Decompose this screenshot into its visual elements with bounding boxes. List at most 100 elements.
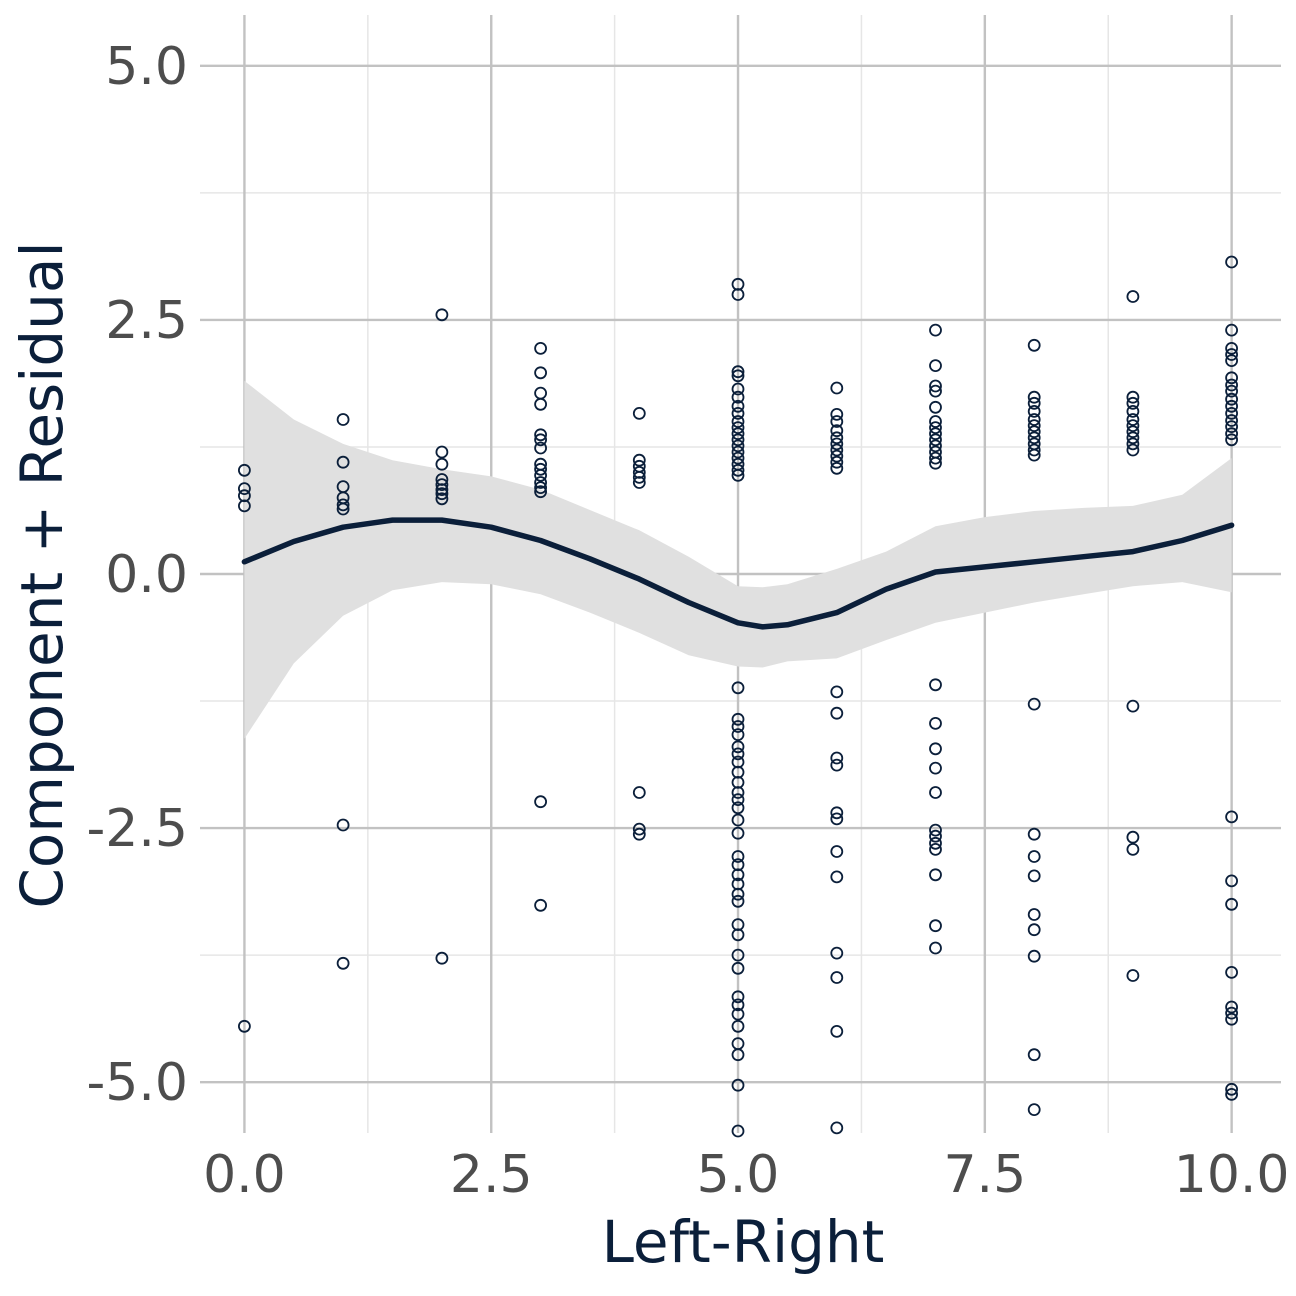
data-point [929, 761, 942, 775]
data-point [435, 483, 449, 497]
data-point [534, 898, 547, 912]
data-point [1027, 697, 1041, 711]
data-point [731, 990, 745, 1004]
data-point [830, 381, 844, 395]
data-point [731, 786, 745, 799]
data-point [731, 801, 745, 815]
data-point [731, 427, 745, 441]
data-point [1027, 850, 1041, 863]
data-point [237, 463, 251, 477]
data-point [731, 858, 745, 872]
data-point [731, 850, 745, 863]
data-point [1225, 384, 1238, 398]
data-points [237, 255, 1238, 1138]
data-point [830, 431, 844, 445]
y-tick-label: -5.0 [87, 1053, 188, 1113]
data-point [1225, 433, 1238, 447]
data-point [1027, 419, 1041, 433]
data-point [731, 740, 745, 754]
data-point [1126, 437, 1140, 451]
data-point [830, 706, 844, 720]
data-point [731, 728, 745, 741]
data-point [1027, 404, 1041, 418]
data-point [929, 919, 942, 933]
data-point [435, 487, 449, 501]
data-point [929, 941, 942, 955]
data-point [731, 390, 745, 404]
data-point [929, 742, 942, 756]
data-point [830, 455, 844, 469]
data-point [731, 961, 745, 975]
data-point [1126, 290, 1140, 303]
data-point [237, 482, 251, 496]
data-point [1027, 1048, 1041, 1062]
data-point [632, 406, 646, 420]
data-point [929, 456, 942, 470]
data-point [1126, 413, 1140, 426]
major-gridlines [200, 15, 1281, 1133]
y-axis-tick-labels: -5.0 -2.5 0.0 2.5 5.0 [87, 37, 188, 1113]
data-point [731, 747, 745, 761]
data-point [1027, 425, 1041, 439]
data-point [1225, 427, 1238, 441]
data-point [731, 1019, 745, 1033]
data-point [632, 786, 646, 799]
data-point [929, 433, 942, 447]
data-point [731, 369, 745, 383]
data-point [731, 776, 745, 789]
data-point [1225, 378, 1238, 392]
data-point [534, 462, 547, 476]
data-point [731, 887, 745, 901]
data-point [435, 492, 449, 506]
data-point [830, 845, 844, 858]
data-point [731, 406, 745, 420]
data-point [1225, 255, 1238, 269]
data-point [830, 971, 844, 984]
data-point [929, 836, 942, 850]
data-point [534, 481, 547, 495]
data-point [1027, 413, 1041, 426]
data-point [731, 288, 745, 301]
data-point [731, 439, 745, 453]
data-point [929, 439, 942, 453]
data-point [731, 421, 745, 435]
data-point [830, 812, 844, 826]
data-point [1027, 869, 1041, 883]
data-point [731, 894, 745, 908]
data-point [1027, 949, 1041, 963]
data-point [929, 427, 942, 441]
data-point [731, 433, 745, 447]
data-point [1027, 908, 1041, 921]
x-axis-tick-labels: 0.0 2.5 5.0 7.5 10.0 [203, 1145, 1289, 1205]
data-point [830, 946, 844, 960]
data-point [1225, 354, 1238, 368]
data-point [1126, 830, 1140, 844]
data-point [731, 1078, 745, 1092]
data-point [731, 720, 745, 733]
data-point [632, 453, 646, 467]
data-point [731, 1124, 745, 1138]
x-tick-label: 0.0 [203, 1145, 286, 1205]
data-point [435, 478, 449, 492]
data-point [534, 468, 547, 482]
data-point [929, 829, 942, 843]
data-point [731, 1007, 745, 1021]
x-axis-title: Left-Right [602, 1208, 885, 1276]
y-tick-label: 0.0 [105, 545, 188, 605]
data-point [534, 441, 547, 455]
data-point [534, 428, 547, 442]
data-point [1027, 396, 1041, 410]
data-point [731, 793, 745, 806]
data-point [830, 685, 844, 699]
data-point [1126, 431, 1140, 445]
data-point [731, 681, 745, 695]
data-point [534, 795, 547, 809]
data-point [435, 308, 449, 322]
x-tick-label: 10.0 [1174, 1145, 1290, 1205]
data-point [632, 822, 646, 836]
data-point [731, 826, 745, 840]
data-point [731, 928, 745, 942]
data-point [237, 1019, 251, 1033]
data-point [830, 449, 844, 463]
data-point [1126, 425, 1140, 439]
